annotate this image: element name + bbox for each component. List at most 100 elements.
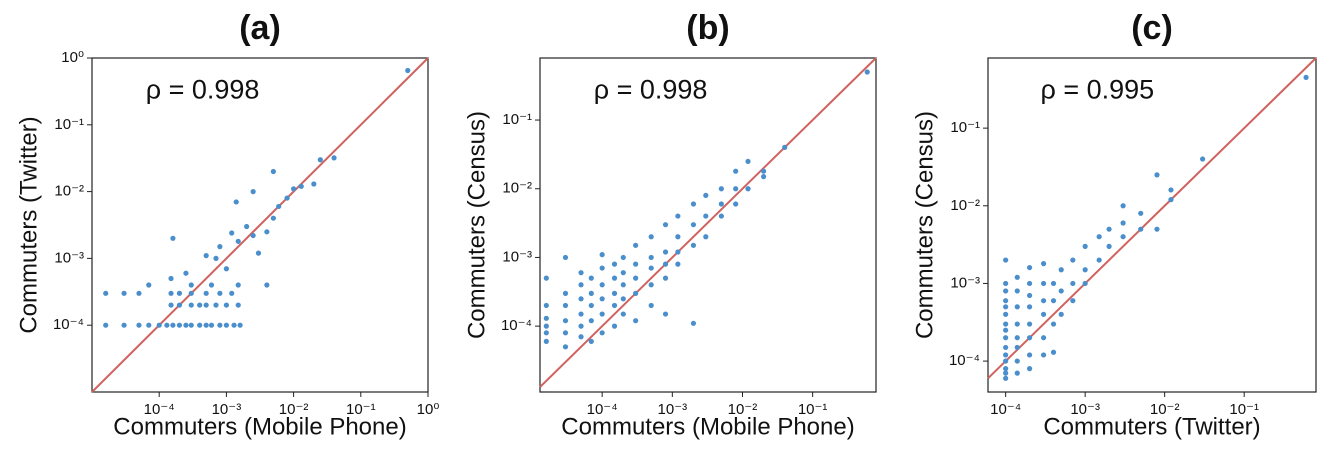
point (662, 249, 669, 255)
point (103, 290, 109, 296)
point (217, 290, 223, 296)
y-tick-label: 10⁻² (54, 183, 84, 200)
point (1070, 257, 1076, 263)
point (588, 338, 594, 344)
point (690, 201, 697, 207)
point (1003, 344, 1009, 351)
point (213, 255, 219, 261)
x-tick-label: 10⁻³ (212, 401, 242, 418)
point (197, 302, 203, 308)
point (235, 302, 241, 308)
point (223, 266, 229, 272)
point (733, 201, 739, 207)
point (217, 322, 223, 328)
point (1026, 352, 1033, 358)
point (1014, 335, 1020, 341)
x-tick-label: 10⁻⁴ (587, 401, 618, 418)
point (1120, 203, 1126, 209)
y-axis-label: Commuters (Census) (463, 111, 490, 339)
point (1003, 280, 1009, 287)
point (1003, 298, 1009, 304)
x-tick-label: 10⁻¹ (346, 401, 376, 418)
point (284, 195, 290, 201)
point (620, 311, 626, 317)
point (578, 282, 584, 288)
point (176, 290, 183, 296)
point (1106, 226, 1112, 232)
point (1058, 267, 1064, 273)
point (235, 282, 241, 288)
point (1014, 274, 1020, 280)
point (633, 275, 639, 281)
point (864, 69, 870, 75)
point (121, 322, 127, 328)
point (1014, 370, 1020, 376)
point (217, 244, 223, 250)
point (146, 282, 152, 288)
panel-title: (c) (1131, 9, 1173, 47)
point (1014, 344, 1020, 351)
point (733, 186, 739, 192)
y-tick-label: 10⁰ (61, 49, 84, 66)
point (648, 265, 654, 271)
point (188, 302, 194, 308)
point (229, 230, 235, 236)
point (690, 242, 697, 248)
point (675, 261, 681, 267)
point (761, 168, 767, 174)
point (170, 235, 176, 241)
point (1168, 197, 1174, 203)
point (599, 282, 605, 288)
identity-line (91, 57, 429, 393)
point (1138, 226, 1144, 232)
point (1003, 370, 1009, 376)
point (1040, 311, 1047, 317)
point (223, 302, 229, 308)
point (662, 261, 669, 267)
point (1003, 257, 1009, 263)
point (168, 275, 174, 282)
point (620, 270, 626, 276)
point (1026, 304, 1033, 310)
y-tick-label: 10⁻⁴ (53, 316, 84, 333)
point (578, 323, 584, 329)
identity-line (987, 57, 1317, 380)
y-tick-label: 10⁻¹ (54, 116, 84, 133)
point (1014, 304, 1020, 310)
x-axis-label: Commuters (Mobile Phone) (113, 413, 406, 440)
point (562, 290, 569, 296)
point (317, 157, 323, 163)
point (1003, 327, 1009, 333)
point (611, 323, 618, 329)
point (718, 213, 724, 219)
y-axis-label: Commuters (Census) (911, 111, 938, 339)
point (156, 322, 162, 328)
point (578, 334, 584, 340)
point (690, 320, 697, 326)
point (562, 254, 569, 261)
point (611, 275, 618, 281)
point (1040, 298, 1047, 304)
point (662, 222, 669, 228)
point (588, 290, 594, 296)
correlation-annotation: ρ = 0.998 (146, 75, 260, 105)
point (121, 290, 127, 296)
x-tick-label: 10⁻² (728, 401, 758, 418)
x-tick-label: 10⁻¹ (798, 401, 828, 418)
point (223, 322, 229, 328)
point (1070, 298, 1076, 304)
correlation-annotation: ρ = 0.998 (594, 75, 708, 105)
point (146, 322, 152, 328)
point (599, 330, 605, 336)
x-tick-label: 10⁻⁴ (990, 401, 1021, 418)
y-tick-label: 10⁻³ (54, 249, 84, 266)
point (1096, 234, 1102, 240)
identity-line (539, 57, 877, 388)
point (703, 192, 709, 199)
point (1003, 375, 1009, 381)
point (168, 302, 174, 308)
point (648, 282, 654, 288)
point (703, 234, 709, 240)
point (1003, 366, 1009, 372)
point (1003, 321, 1009, 327)
